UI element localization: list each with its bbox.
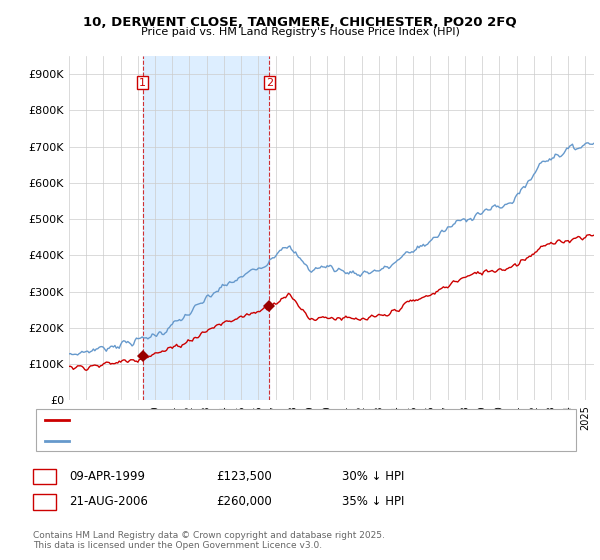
Text: 35% ↓ HPI: 35% ↓ HPI — [342, 495, 404, 508]
Text: £260,000: £260,000 — [216, 495, 272, 508]
Text: 30% ↓ HPI: 30% ↓ HPI — [342, 470, 404, 483]
Text: 2: 2 — [266, 78, 273, 88]
Text: 1: 1 — [40, 470, 49, 483]
Text: HPI: Average price, detached house, Chichester: HPI: Average price, detached house, Chic… — [75, 436, 324, 446]
Text: £123,500: £123,500 — [216, 470, 272, 483]
Text: 1: 1 — [139, 78, 146, 88]
Text: Contains HM Land Registry data © Crown copyright and database right 2025.
This d: Contains HM Land Registry data © Crown c… — [33, 531, 385, 550]
Text: 10, DERWENT CLOSE, TANGMERE, CHICHESTER, PO20 2FQ (detached house): 10, DERWENT CLOSE, TANGMERE, CHICHESTER,… — [75, 415, 474, 425]
Text: 10, DERWENT CLOSE, TANGMERE, CHICHESTER, PO20 2FQ: 10, DERWENT CLOSE, TANGMERE, CHICHESTER,… — [83, 16, 517, 29]
Text: 09-APR-1999: 09-APR-1999 — [69, 470, 145, 483]
Text: 21-AUG-2006: 21-AUG-2006 — [69, 495, 148, 508]
Text: 2: 2 — [40, 495, 49, 508]
Bar — [143, 56, 269, 400]
Text: Price paid vs. HM Land Registry's House Price Index (HPI): Price paid vs. HM Land Registry's House … — [140, 27, 460, 37]
